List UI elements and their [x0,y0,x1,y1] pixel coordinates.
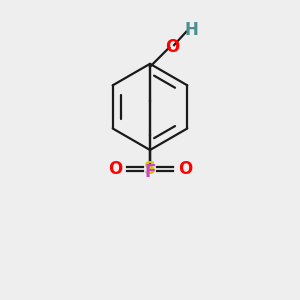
Text: O: O [165,38,179,56]
Text: O: O [108,160,122,178]
Text: S: S [144,160,156,178]
Text: H: H [184,21,198,39]
Text: F: F [144,163,156,181]
Text: O: O [178,160,192,178]
